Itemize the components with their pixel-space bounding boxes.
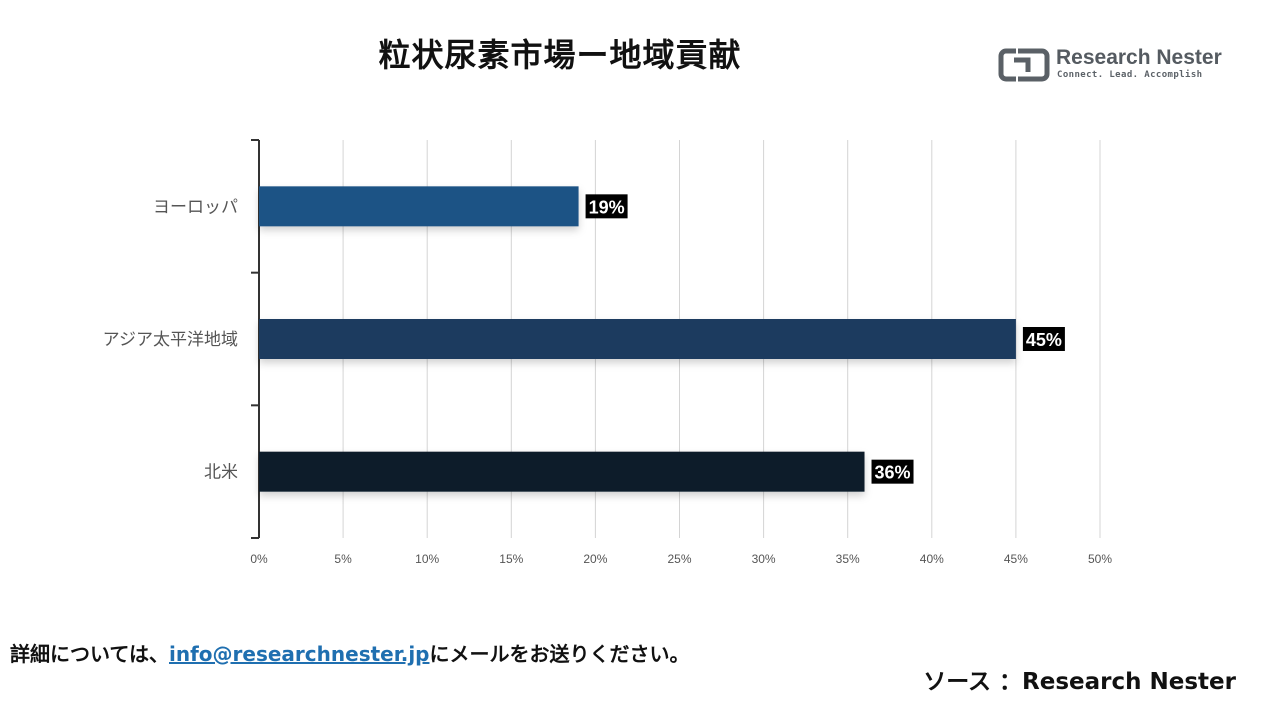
x-tick-label: 5% xyxy=(334,552,352,566)
data-label: 19% xyxy=(589,197,625,217)
category-label: アジア太平洋地域 xyxy=(103,330,238,350)
chart-title: 粒状尿素市場ー地域貢献 xyxy=(378,36,742,74)
data-label-background xyxy=(585,194,628,219)
x-tick-label: 45% xyxy=(1004,552,1028,566)
logo-tagline: Connect. Lead. Accomplish xyxy=(1057,70,1203,80)
category-label: 北米 xyxy=(204,463,238,483)
email-link[interactable]: info@researchnester.jp xyxy=(169,642,430,666)
x-tick-label: 10% xyxy=(415,552,439,566)
bar-3 xyxy=(259,451,865,492)
source-note: ソース ：Research Nester xyxy=(923,669,1236,695)
bar-1 xyxy=(259,186,579,227)
data-label: 36% xyxy=(875,463,911,483)
bar-chart: 0% 5% 10% 15% 20% 25% 30% 35% 40% 45% 50% ヨーロッパ 19% ア… xyxy=(103,139,1112,566)
x-tick-label: 25% xyxy=(667,552,691,566)
logo-mark-icon xyxy=(998,48,1050,82)
category-label: ヨーロッパ xyxy=(153,197,238,217)
contact-note: 詳細については、info@researchnester.jpにメールをお送りくだ… xyxy=(10,638,690,667)
data-label: 45% xyxy=(1026,330,1062,350)
x-tick-label: 40% xyxy=(920,552,944,566)
contact-suffix: にメールをお送りください。 xyxy=(429,642,690,666)
logo-name: Research Nester xyxy=(1056,46,1222,69)
data-label-background xyxy=(1022,327,1065,351)
x-tick-label: 30% xyxy=(752,552,776,566)
x-tick-label: 20% xyxy=(583,552,607,566)
x-tick-label: 0% xyxy=(250,552,268,566)
research-nester-logo: Research Nester Connect. Lead. Accomplis… xyxy=(998,44,1228,84)
contact-prefix: 詳細については、 xyxy=(10,642,169,666)
x-tick-label: 35% xyxy=(836,552,860,566)
x-tick-label: 15% xyxy=(499,552,523,566)
bar-2 xyxy=(259,319,1016,359)
x-tick-label: 50% xyxy=(1088,552,1112,566)
data-label-background xyxy=(871,459,914,484)
